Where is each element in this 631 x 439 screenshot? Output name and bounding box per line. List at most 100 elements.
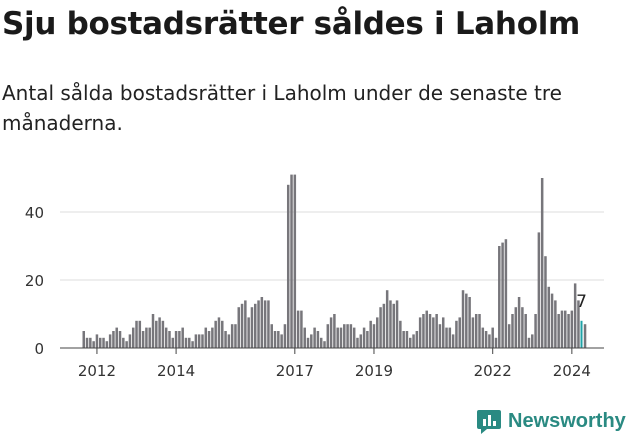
bar [521, 307, 524, 348]
bar [283, 324, 287, 348]
bar [441, 317, 445, 348]
bar [188, 337, 191, 348]
bar [432, 317, 435, 348]
bar [204, 327, 208, 348]
bar [227, 334, 231, 348]
bar [540, 178, 544, 348]
bar [580, 320, 583, 348]
bar [194, 334, 198, 348]
bar [412, 334, 415, 348]
bar [501, 242, 504, 348]
bar [352, 327, 356, 348]
bar [339, 327, 343, 348]
bar [514, 307, 518, 348]
bar [105, 341, 109, 348]
brand-label: Newsworthy [508, 409, 626, 432]
bar [524, 314, 527, 348]
bar [267, 300, 270, 348]
bar [263, 300, 267, 348]
bar [346, 324, 349, 348]
x-axis: 2012 2014 2017 2019 2022 2024 [78, 348, 591, 380]
bar [382, 303, 386, 348]
bar [333, 314, 336, 348]
bar [531, 334, 534, 348]
bar [247, 317, 250, 348]
bar [151, 314, 155, 348]
bar [95, 334, 99, 348]
bar [201, 334, 204, 348]
bar [527, 337, 531, 348]
bar [455, 320, 458, 348]
bar [306, 337, 310, 348]
bar [303, 327, 306, 348]
newsworthy-brand[interactable]: Newsworthy [476, 408, 626, 434]
x-tick-label: 2014 [157, 362, 195, 380]
bar [128, 334, 132, 348]
y-axis: 0 20 40 [25, 204, 44, 358]
bar [135, 320, 138, 348]
bar [498, 246, 501, 348]
bar [184, 337, 188, 348]
bar [415, 331, 419, 348]
bar [379, 307, 382, 348]
bar [168, 331, 171, 348]
bar [319, 337, 323, 348]
bar [214, 320, 217, 348]
bar [577, 300, 580, 348]
bar [92, 341, 95, 348]
bar [118, 331, 122, 348]
bar [445, 327, 448, 348]
bar [164, 327, 168, 348]
x-tick-label: 2017 [276, 362, 314, 380]
bars [60, 174, 604, 349]
bar [567, 314, 570, 348]
bar [112, 331, 115, 348]
bar [392, 303, 396, 348]
bar [122, 337, 125, 348]
highlight-value-label: 7 [576, 292, 587, 312]
bar [402, 331, 405, 348]
bar [511, 314, 514, 348]
bar [481, 327, 485, 348]
x-tick-label: 2022 [474, 362, 512, 380]
bar [550, 293, 554, 348]
bar [115, 327, 118, 348]
bar [131, 327, 135, 348]
bar [221, 320, 224, 348]
page-title: Sju bostadsrätter såldes i Laholm [2, 6, 581, 42]
bar [507, 324, 511, 348]
bar [573, 283, 577, 348]
bar [313, 327, 316, 348]
bar [273, 331, 277, 348]
bar [125, 341, 128, 348]
bar [260, 297, 264, 348]
bar [293, 174, 297, 348]
bar [564, 310, 567, 348]
bar [461, 290, 465, 348]
bar [478, 314, 481, 348]
bar [277, 331, 280, 348]
bar-chart: 0 20 40 2012 2014 2017 2019 2022 2024 7 [25, 174, 604, 380]
y-tick-label: 40 [25, 204, 44, 222]
bar [174, 331, 178, 348]
bar [240, 303, 244, 348]
bar [98, 337, 102, 348]
bar [323, 341, 326, 348]
bar [349, 324, 353, 348]
bar [336, 327, 339, 348]
bar [448, 327, 452, 348]
bar [290, 174, 293, 348]
bar [366, 331, 369, 348]
bar [217, 317, 221, 348]
bar [534, 314, 537, 348]
bar [474, 314, 478, 348]
bar [428, 314, 432, 348]
bar [207, 331, 211, 348]
bar [257, 300, 260, 348]
bar [161, 320, 165, 348]
bar [250, 307, 254, 348]
x-tick-label: 2024 [553, 362, 591, 380]
bar [369, 320, 372, 348]
bar [372, 324, 376, 348]
bar [138, 320, 142, 348]
